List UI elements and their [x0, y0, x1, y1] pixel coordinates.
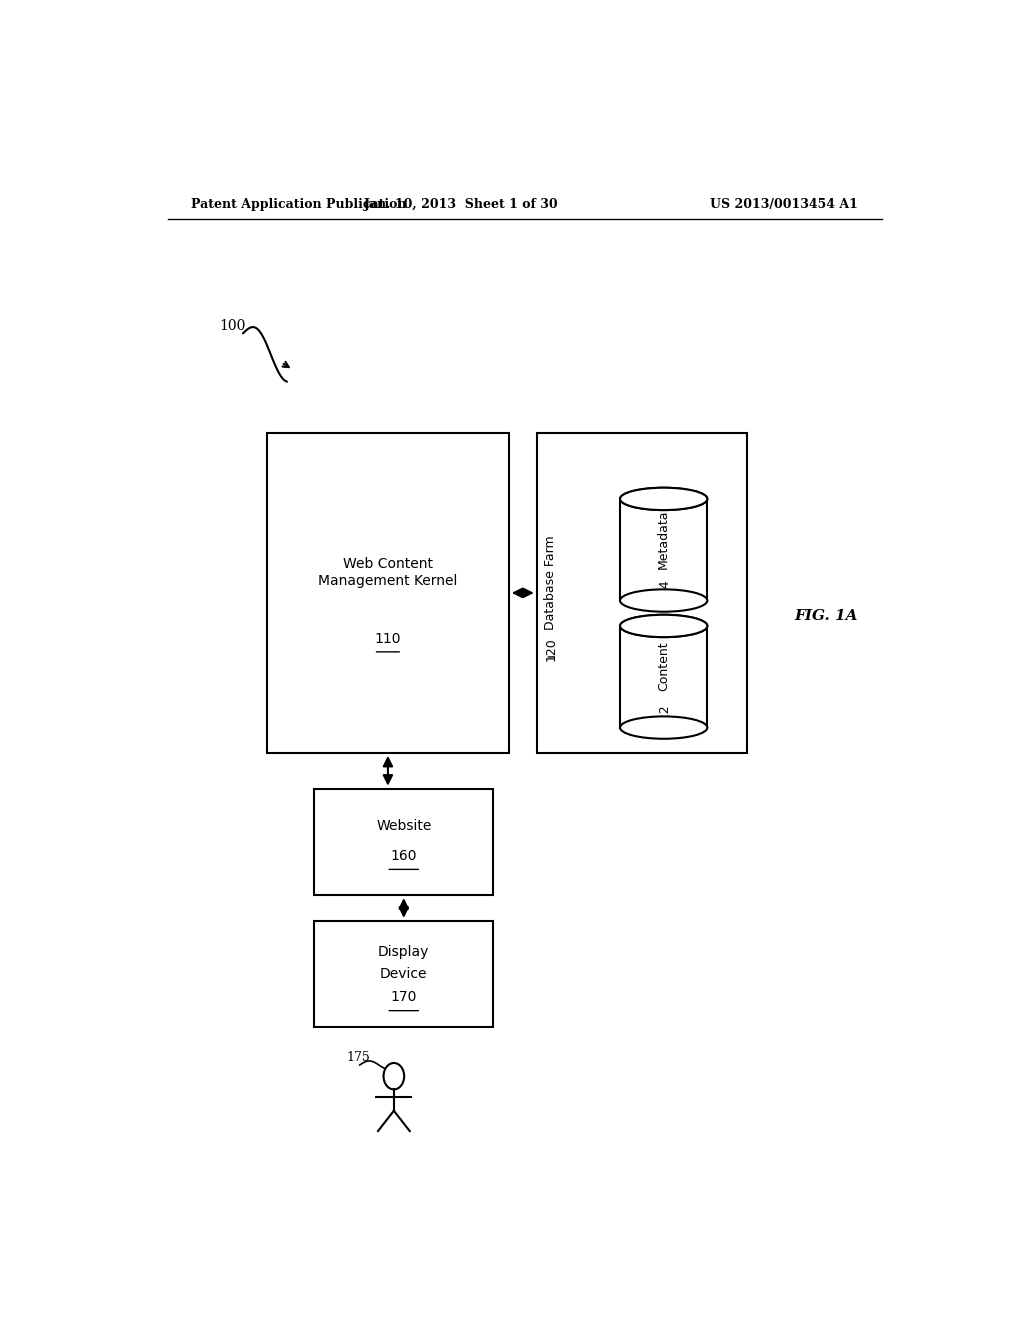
Ellipse shape — [621, 615, 708, 638]
Bar — [267, 433, 509, 752]
Text: Website: Website — [376, 818, 431, 833]
Text: FIG. 1A: FIG. 1A — [795, 609, 858, 623]
Text: Jan. 10, 2013  Sheet 1 of 30: Jan. 10, 2013 Sheet 1 of 30 — [364, 198, 559, 211]
Text: 160: 160 — [390, 849, 417, 863]
Bar — [314, 788, 493, 895]
Text: 122: 122 — [657, 704, 670, 727]
Text: 120: 120 — [545, 638, 557, 661]
Bar — [620, 626, 708, 727]
Text: Web Content
Management Kernel: Web Content Management Kernel — [318, 557, 458, 587]
Bar — [620, 499, 708, 601]
Text: 124: 124 — [657, 578, 670, 602]
Text: Database Farm: Database Farm — [545, 536, 557, 630]
Bar — [314, 921, 493, 1027]
Text: Device: Device — [380, 968, 428, 981]
Text: Metadata: Metadata — [657, 510, 670, 569]
Bar — [537, 433, 748, 752]
Text: US 2013/0013454 A1: US 2013/0013454 A1 — [711, 198, 858, 211]
Ellipse shape — [621, 487, 708, 510]
Text: 170: 170 — [390, 990, 417, 1005]
Text: Content: Content — [657, 642, 670, 692]
Ellipse shape — [621, 615, 708, 638]
Circle shape — [384, 1063, 404, 1089]
Text: 110: 110 — [375, 632, 401, 645]
Text: 100: 100 — [219, 319, 246, 333]
Ellipse shape — [621, 717, 708, 739]
Ellipse shape — [621, 589, 708, 611]
Text: 175: 175 — [346, 1052, 370, 1064]
Text: Display: Display — [378, 945, 429, 958]
Ellipse shape — [621, 487, 708, 510]
Text: Patent Application Publication: Patent Application Publication — [191, 198, 407, 211]
